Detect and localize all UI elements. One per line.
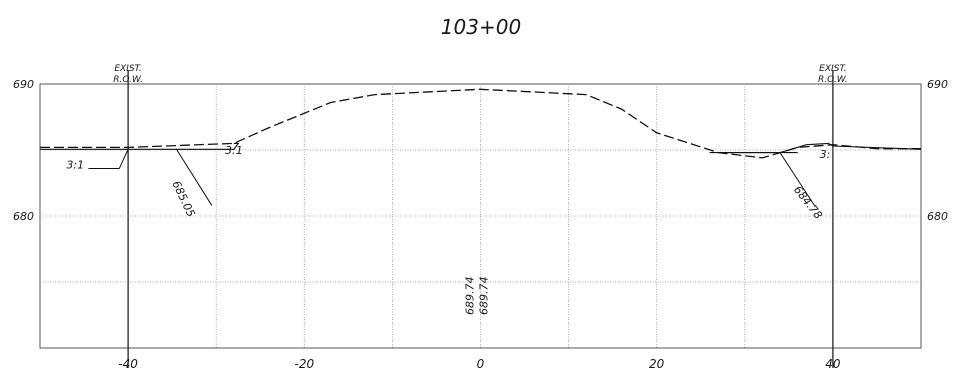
x-tick-label: 0: [477, 357, 485, 371]
y-tick-label-right: 690: [927, 78, 948, 91]
x-tick-label: -40: [118, 357, 138, 371]
annotation-label: 685.05: [169, 179, 197, 219]
annotation-label: 689.74: [463, 277, 476, 316]
row-marker-label: R.O.W.: [818, 75, 848, 85]
leader-line: [118, 149, 129, 169]
series-layer: [40, 88, 922, 208]
annotation-label: 3:1: [225, 144, 243, 157]
proposed-section-line: [40, 142, 240, 150]
chart-title: 103+00: [441, 15, 521, 39]
row-marker-layer: EXIST.R.O.W.EXIST.R.O.W.: [113, 64, 848, 368]
x-tick-label: 20: [649, 357, 665, 371]
leader-line: [176, 149, 213, 206]
x-tick-label: 40: [825, 357, 841, 371]
row-marker-label: R.O.W.: [113, 75, 143, 85]
row-marker-label: EXIST.: [819, 64, 847, 74]
annotation-label: 3:1: [66, 158, 84, 171]
y-tick-label-right: 680: [927, 210, 948, 223]
annotation-label: 689.74: [478, 277, 491, 315]
annotation-label: 3:: [820, 148, 831, 161]
y-tick-label-left: 690: [13, 78, 34, 91]
x-tick-label: -20: [294, 357, 314, 371]
proposed-section-line: [709, 142, 922, 154]
leader-line: [779, 152, 816, 208]
tick-label-layer: -40 -20 0 20 40 680 680 690 690: [13, 78, 948, 371]
y-tick-label-left: 680: [13, 210, 34, 223]
existing-ground-line: [40, 88, 921, 159]
row-marker-label: EXIST.: [114, 64, 142, 74]
